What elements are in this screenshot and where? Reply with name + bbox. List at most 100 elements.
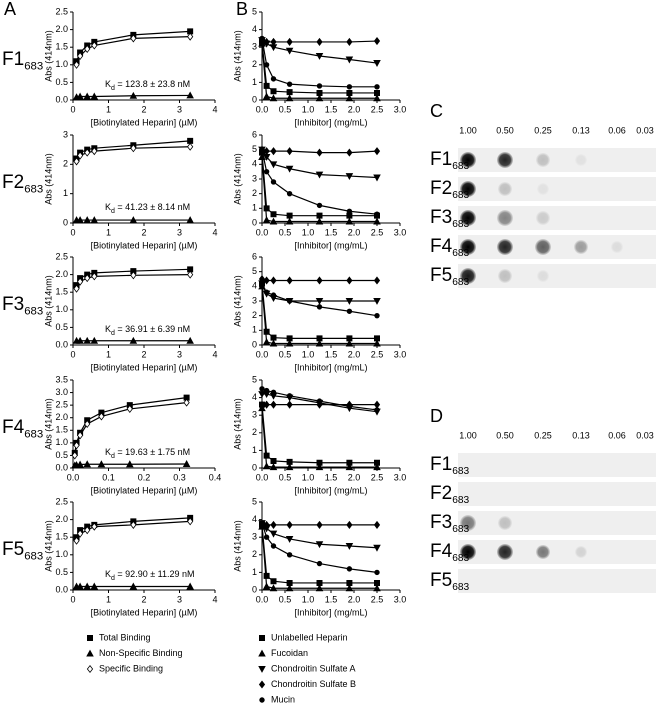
blot-row-label-sub: 683 [452,582,469,593]
y-tick-label: 0 [252,339,257,349]
marker [315,541,324,549]
x-tick-label: 2.5 [371,349,384,359]
x-tick-label: 0.0 [256,104,269,114]
x-axis-label: [Biotinylated Heparin] (µM) [91,362,198,372]
marker [270,147,277,156]
kd-symbol: K [105,79,111,89]
y-tick-label: 1.5 [55,532,68,542]
marker [316,212,323,219]
marker [270,578,277,585]
row-label-main: F3 [2,294,24,315]
marker [346,579,353,586]
marker [373,94,381,102]
marker [346,89,353,96]
marker [286,276,293,285]
marker [373,584,381,592]
row-label: F4683 [2,417,43,441]
marker [315,53,324,60]
x-tick-label: 2.5 [371,472,384,482]
marker [373,60,381,67]
x-axis-label: [Biotinylated Heparin] (µM) [91,485,198,495]
marker [83,216,91,224]
y-tick-label: 5 [252,6,257,16]
strip [458,569,656,593]
legend-marker [86,649,94,657]
x-tick-label: 3 [177,594,182,604]
marker [346,276,353,285]
y-tick-label: 1.0 [55,437,68,447]
column-label: 0.03 [636,125,654,135]
marker [285,47,294,55]
x-tick-label: 3.0 [394,227,407,237]
marker [263,328,270,335]
fit-line [261,524,377,584]
blot-row-label: F4683 [430,236,470,259]
strip [458,148,656,172]
x-axis-label: [Inhibitor] (mg/mL) [294,485,367,495]
x-tick-label: 1.5 [325,472,338,482]
marker [126,460,134,468]
legend-label: Mucin [271,694,295,704]
marker [346,308,353,314]
marker [76,277,84,286]
y-tick-label: 2.0 [55,514,68,524]
y-tick-label: 3 [252,410,257,420]
marker [259,283,265,290]
blot-row-label-sub: 683 [452,277,469,288]
y-tick-label: 2.0 [55,412,68,422]
x-tick-label: 2.0 [348,104,361,114]
legend-marker [86,664,94,674]
dot [498,516,512,530]
legend-marker [258,680,266,689]
strip [458,177,656,201]
dot-strips [458,148,656,593]
marker [84,274,91,283]
y-tick-label: 0.0 [55,462,68,472]
legend-marker [87,635,93,641]
y-tick-label: 6 [252,251,257,261]
x-tick-label: 1 [106,594,111,604]
blot-row-label-main: F4 [430,541,453,562]
x-tick-label: 0 [70,227,75,237]
marker [91,147,98,156]
blot-row-label-main: F1 [430,454,452,475]
x-tick-label: 3.0 [394,349,407,359]
kd-sub: d [111,85,115,92]
column-label: 0.50 [496,430,514,440]
y-tick-label: 2.5 [55,6,68,16]
marker [315,94,324,102]
x-tick-label: 0.3 [173,472,186,482]
kd-sub: d [111,575,115,582]
marker [90,582,99,590]
kd-symbol: K [105,569,111,579]
marker [374,211,380,217]
y-tick-label: 1 [252,325,257,335]
marker [316,148,323,157]
y-tick-label: 3.0 [55,387,68,397]
strip [458,453,656,477]
x-tick-label: 3 [177,227,182,237]
row-label-main: F4 [2,417,25,438]
kd-annotation: Kd = 123.8 ± 23.8 nM [105,79,190,91]
x-tick-label: 0 [70,349,75,359]
marker [286,212,293,219]
marker [262,462,271,470]
marker [269,530,278,538]
marker [374,89,380,96]
dot [498,269,512,283]
y-tick-label: 5 [252,266,257,276]
marker [270,276,277,285]
marker [373,339,381,347]
marker [315,217,324,225]
row-label-main: F5 [2,539,24,560]
y-axis-label: Abs (414nm) [43,275,53,327]
kd-sub: d [111,208,115,215]
marker [187,266,194,273]
x-tick-label: 1.0 [302,349,315,359]
y-axis-label: Abs (414nm) [43,153,53,205]
kd-symbol: K [105,202,111,212]
marker [183,394,190,401]
x-tick-label: 2 [141,227,146,237]
x-tick-label: 1.5 [325,227,338,237]
marker [73,60,80,69]
